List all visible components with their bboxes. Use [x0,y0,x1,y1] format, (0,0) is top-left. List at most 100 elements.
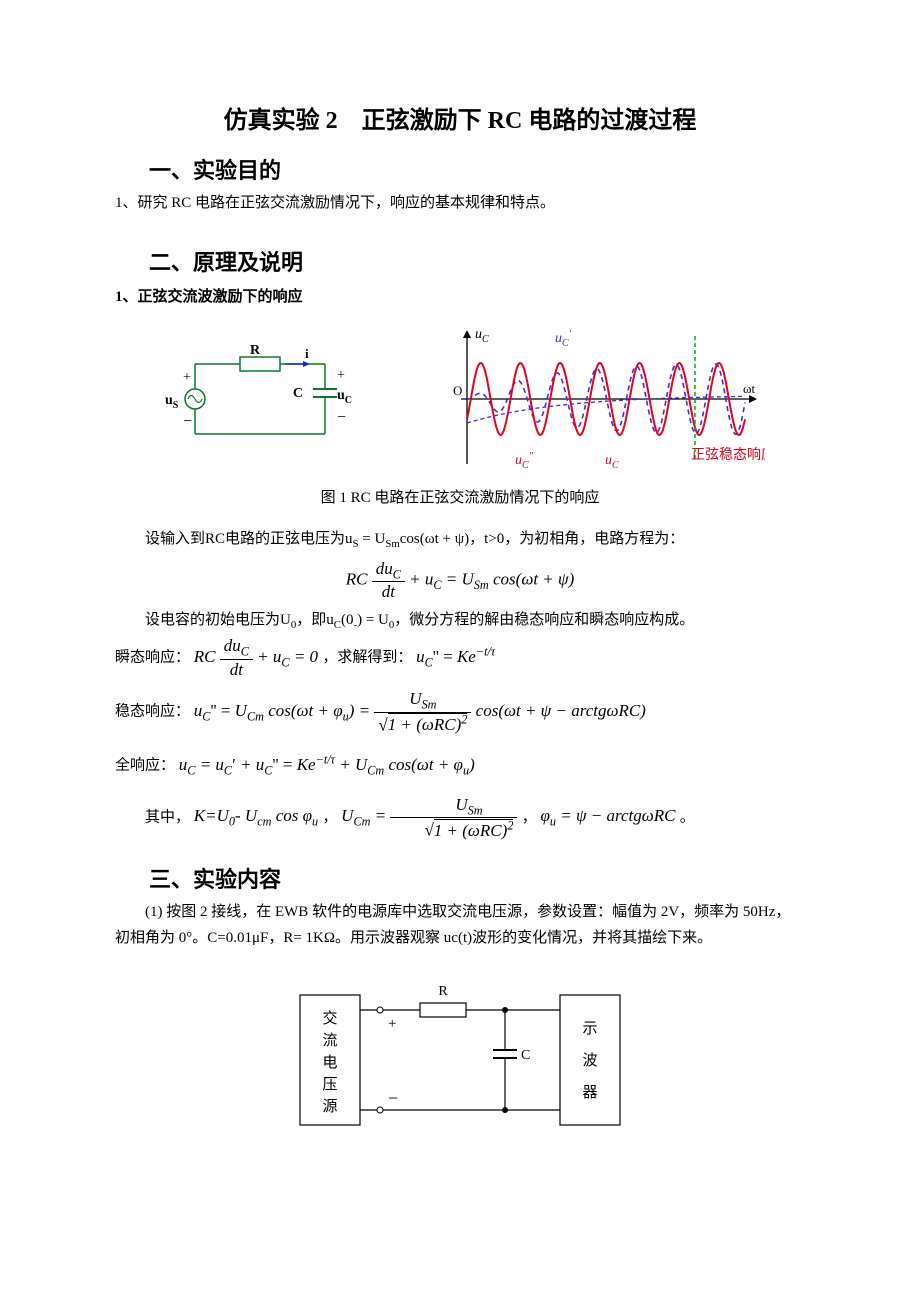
t: du [224,636,241,655]
t: dt [372,582,405,602]
t: RC [346,569,368,588]
svg-text:i: i [305,346,309,361]
text: = U [359,531,386,547]
svg-text:流: 流 [322,1032,337,1049]
t: ， [522,809,537,825]
circuit-diagram-2: 交流电压源示波器RC+− [280,965,640,1145]
t: + U [335,755,367,774]
svg-text:+: + [337,368,345,383]
figure-2-wrap: 交流电压源示波器RC+− [115,965,805,1150]
t: Cm [247,709,264,723]
svg-text:R: R [250,343,261,358]
t: cos(ωt + ψ) [489,569,575,588]
t: Ke [297,755,316,774]
svg-text:+: + [388,1016,396,1032]
t: u [312,815,318,829]
h2-content: 三、实验内容 [149,862,805,894]
t: 设电容的初始电压为U [145,612,291,628]
figure-1-row: RiC+uS−+uC− uCωtOuC′uC″uC正弦稳态响应 [115,324,805,474]
t: RC [194,647,216,666]
t: C [425,655,433,669]
figure-1-caption: 图 1 RC 电路在正弦交流激励情况下的响应 [115,486,805,507]
t: = u [195,755,223,774]
t: ， [322,809,337,825]
svg-text:uC″: uC″ [515,450,534,471]
t: cos φ [271,806,312,825]
t: u [416,647,425,666]
t: K=U [194,806,229,825]
svg-text:O: O [453,383,462,398]
t: cm [257,815,271,829]
circuit-diagram-1: RiC+uS−+uC− [155,334,365,464]
svg-text:C: C [293,386,303,401]
t: 2 [461,713,467,727]
frac-duC-dt: duC dt [372,559,405,602]
t: + u [253,647,281,666]
t: C [433,578,441,592]
t: + u [236,755,264,774]
svg-text:示: 示 [582,1021,597,1037]
svg-text:uC: uC [475,327,489,345]
svg-text:压: 压 [322,1076,337,1093]
t: (0 [341,612,354,628]
svg-text:交: 交 [322,1009,337,1027]
t: 其中， [145,809,190,825]
svg-text:uC′: uC′ [555,328,572,349]
svg-text:ωt: ωt [743,381,756,396]
t: du [376,559,393,578]
svg-text:正弦稳态响应: 正弦稳态响应 [691,446,765,463]
wave-plot: uCωtOuC′uC″uC正弦稳态响应 [445,324,765,474]
svg-text:源: 源 [322,1098,337,1115]
t: C [241,645,249,659]
t: = [370,806,390,825]
t: u [179,755,188,774]
t: cos(ωt + φ [264,701,343,720]
t: 瞬态响应： [115,650,190,666]
text: 设输入到RC电路的正弦电压为u [145,531,353,547]
sub-theory-1: 1、正弦交流波激励下的响应 [115,285,805,306]
t: = 0 [290,647,318,666]
t: C [393,567,401,581]
t: = U [442,569,474,588]
t: Cm [353,815,370,829]
p-content-1: (1) 按图 2 接线，在 EWB 软件的电源库中选取交流电压源，参数设置：幅值… [115,900,805,951]
t: 2 [507,818,513,832]
p-purpose-1: 1、研究 RC 电路在正弦交流激励情况下，响应的基本规律和特点。 [115,191,805,217]
svg-text:−: − [337,409,346,426]
t: φ [540,806,549,825]
p-where: 其中， K=U0- Ucm cos φu ， UCm = USm √1 + (ω… [115,795,805,841]
h2-purpose: 一、实验目的 [149,153,805,185]
t: - U [235,806,257,825]
svg-text:−: − [388,1088,398,1108]
p-transient: 瞬态响应： RC duC dt + uC = 0 ，求解得到： uC'' = K… [115,636,805,679]
svg-text:器: 器 [582,1085,597,1101]
t: 全响应： [115,758,175,774]
doc-title: 仿真实验 2 正弦激励下 RC 电路的过渡过程 [115,100,805,135]
t: = [354,701,374,720]
svg-text:R: R [438,984,448,999]
t: ) = U [357,612,389,628]
t: Sm [468,803,483,817]
t: Cm [367,763,384,777]
text: cos(ωt + ψ)，t>0，为初相角，电路方程为： [400,531,685,547]
p-steady: 稳态响应： uC'' = UCm cos(ωt + φu) = USm √1 +… [115,689,805,735]
t: −t/τ [316,752,335,766]
t: Sm [422,698,437,712]
svg-text:uC: uC [337,388,352,406]
t: U [409,689,421,708]
t: √ [424,821,433,840]
t: ，即u [296,612,334,628]
t: √ [378,715,387,734]
svg-text:uS: uS [165,393,179,411]
svg-text:电: 电 [322,1054,337,1071]
svg-text:C: C [521,1048,530,1063]
t: u [194,701,203,720]
t: 。 [680,809,695,825]
p-full: 全响应： uC = uC′ + uC'' = Ke−t/τ + UCm cos(… [115,749,805,781]
t: −t/τ [476,644,495,658]
t: 稳态响应： [115,704,190,720]
t: Ke [453,647,476,666]
t: Sm [474,578,489,592]
t: U [455,795,467,814]
eq-ode: RC duC dt + uC = USm cos(ωt + ψ) [115,559,805,602]
